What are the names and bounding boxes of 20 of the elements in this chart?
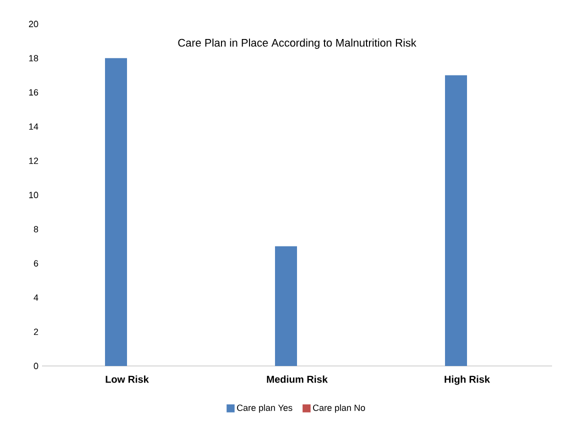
x-tick-label: High Risk xyxy=(444,376,490,385)
y-tick-label: 2 xyxy=(34,328,38,335)
y-tick-label: 6 xyxy=(34,260,38,267)
legend-label: Care plan No xyxy=(313,404,366,413)
y-tick-label: 4 xyxy=(34,294,38,301)
bar xyxy=(105,58,128,366)
x-tick-label: Medium Risk xyxy=(266,376,328,383)
bar xyxy=(275,246,298,366)
legend-label: Care plan Yes xyxy=(237,404,292,413)
y-tick-label: 20 xyxy=(28,20,38,28)
bar xyxy=(445,75,468,366)
y-tick-label: 14 xyxy=(29,124,38,130)
y-tick-label: 12 xyxy=(29,158,38,164)
y-tick-label: 18 xyxy=(29,55,38,62)
y-tick-label: 16 xyxy=(29,89,38,96)
y-tick-label: 8 xyxy=(34,226,38,232)
y-tick-label: 10 xyxy=(29,192,38,198)
x-tick-label: Low Risk xyxy=(106,376,149,383)
y-tick-label: 0 xyxy=(34,362,38,370)
text: Care Plan in Place According to Malnutrition Risk xyxy=(178,38,416,49)
